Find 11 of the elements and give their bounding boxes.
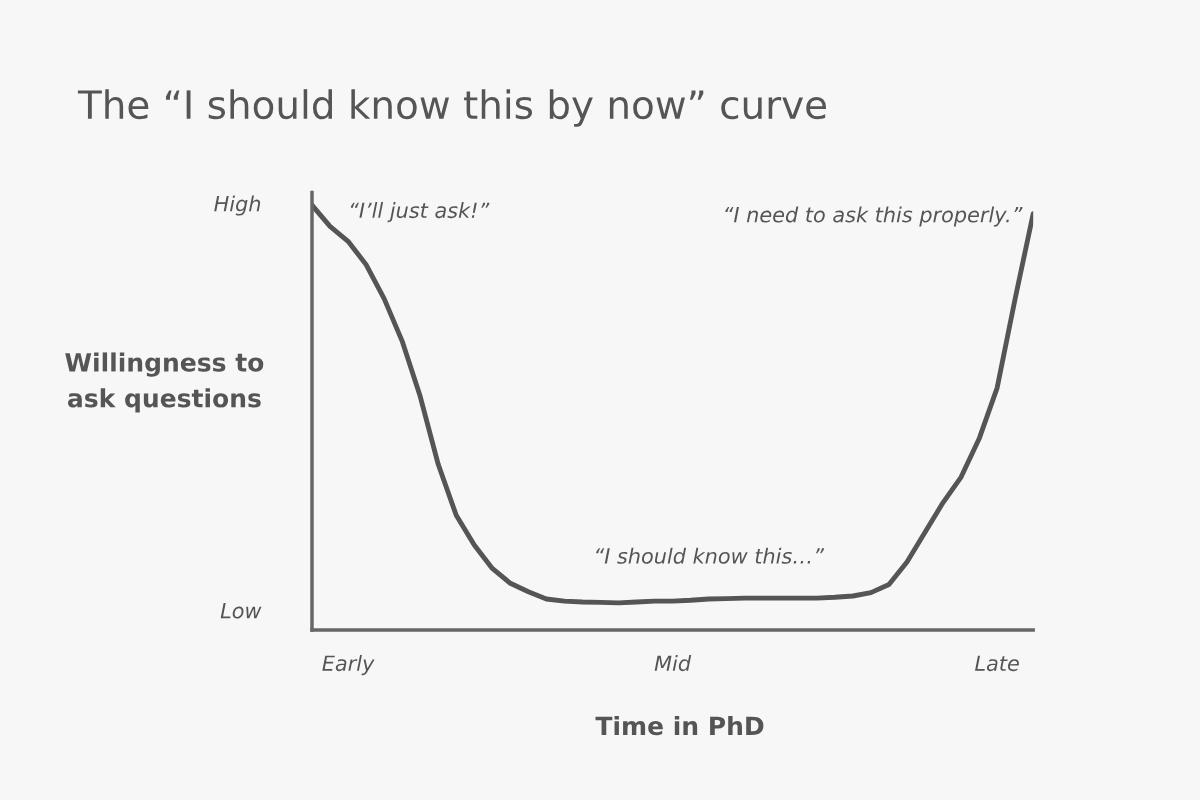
annotation: “I’ll just ask!”: [350, 202, 490, 223]
annotation: “I should know this…”: [596, 547, 825, 564]
x-tick-label: Early: [322, 655, 375, 676]
x-tick-label: Mid: [654, 655, 692, 672]
x-axis-title: Time in PhD: [595, 715, 764, 736]
annotation: “I need to ask this properly.”: [725, 206, 1023, 227]
x-tick-label: Late: [975, 655, 1019, 672]
chart-title: The “I should know this by now” curve: [77, 89, 827, 127]
text: Low: [220, 603, 262, 619]
y-axis-title: Willingness to ask questions: [65, 352, 264, 413]
text: High: [214, 195, 261, 216]
